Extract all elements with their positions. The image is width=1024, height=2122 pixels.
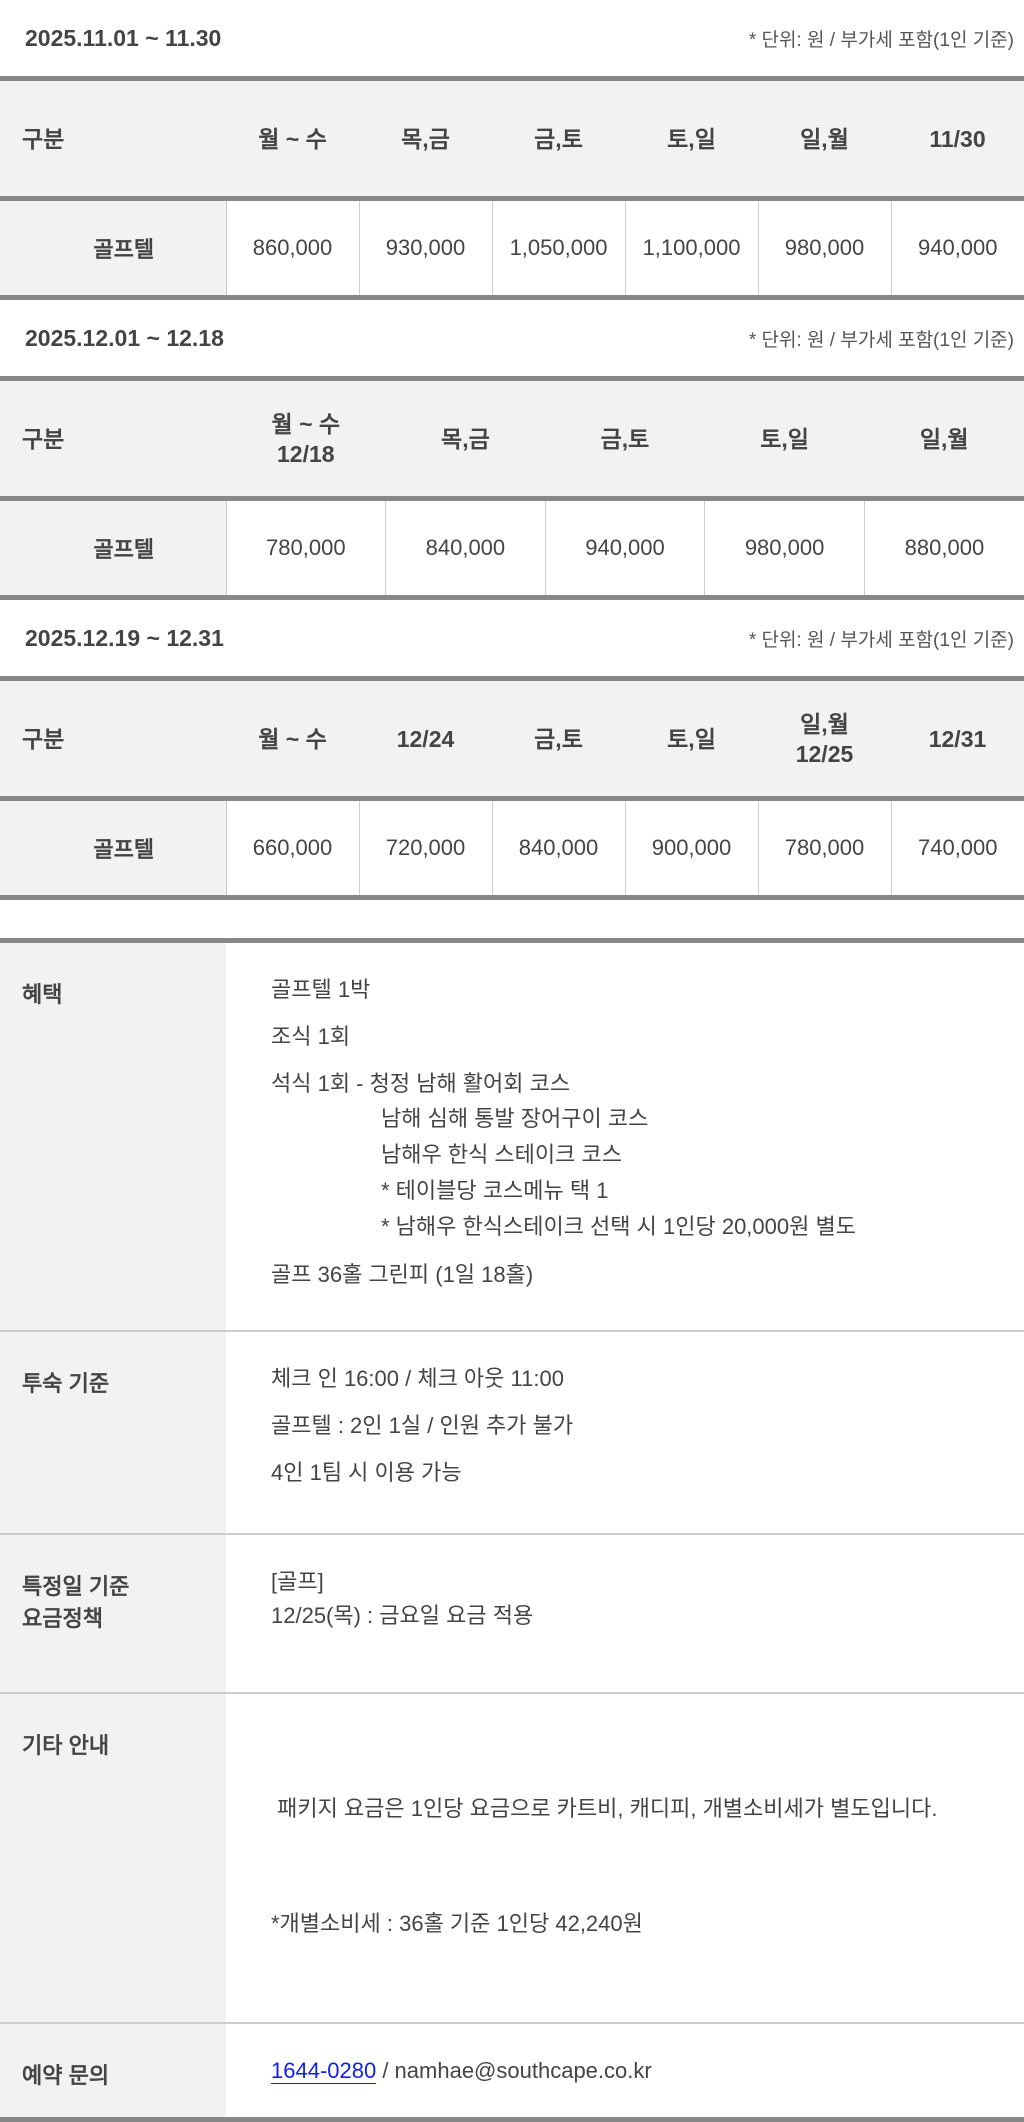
price-cell: 740,000 xyxy=(890,796,1024,898)
table-row: 골프텔 660,000 720,000 840,000 900,000 780,000 74… xyxy=(0,796,1024,898)
column-header: 12/24 xyxy=(359,678,492,799)
column-header: 토,일 xyxy=(704,378,865,499)
price-cell: 780,000 xyxy=(757,796,891,898)
benefit-subline: 남해 심해 통발 장어구이 코스 xyxy=(381,1106,649,1131)
price-table: 구분 월 ~ 수 12/24 금,토 토,일 일,월 12/25 12/31 골프텔 660,0… xyxy=(0,676,1024,900)
header-row: 구분 월 ~ 수 목,금 금,토 토,일 일,월 11/30 xyxy=(0,78,1024,199)
column-header: 일,월 xyxy=(758,78,891,199)
column-header: 구분 xyxy=(0,378,226,499)
special-line: [골프] xyxy=(271,1569,324,1594)
column-header: 일,월 12/25 xyxy=(758,678,891,799)
stay-label: 투숙 기준 xyxy=(0,1331,226,1535)
column-header: 구분 xyxy=(0,78,226,199)
price-table: 구분 월 ~ 수 12/18 목,금 금,토 토,일 일,월 골프텔 780,000 840,0… xyxy=(0,376,1024,600)
stay-row: 투숙 기준 체크 인 16:00 / 체크 아웃 11:00 골프텔 : 2인 … xyxy=(0,1331,1024,1535)
column-header: 금,토 xyxy=(492,78,625,199)
column-header: 금,토 xyxy=(545,378,705,499)
price-cell: 980,000 xyxy=(757,196,891,298)
section-header: 2025.12.19 ~ 12.31 * 단위: 원 / 부가세 포함(1인 기준… xyxy=(0,600,1024,676)
unit-note: * 단위: 원 / 부가세 포함(1인 기준) xyxy=(748,629,1014,651)
column-header: 금,토 xyxy=(492,678,625,799)
stay-line: 4인 1팀 시 이용 가능 xyxy=(271,1460,462,1485)
column-header: 월 ~ 수 xyxy=(226,78,359,199)
row-label: 골프텔 xyxy=(0,496,226,598)
etc-line: *개별소비세 : 36홀 기준 1인당 42,240원 xyxy=(271,1911,643,1936)
column-header: 토,일 xyxy=(625,678,758,799)
row-label: 골프텔 xyxy=(0,796,226,898)
table-row: 골프텔 780,000 840,000 940,000 980,000 880,000 xyxy=(0,496,1024,598)
price-cell: 900,000 xyxy=(624,796,758,898)
period-title: 2025.12.01 ~ 12.18 xyxy=(25,324,224,351)
price-cell: 660,000 xyxy=(225,796,359,898)
unit-note: * 단위: 원 / 부가세 포함(1인 기준) xyxy=(748,29,1014,51)
benefits-row: 혜택 골프텔 1박 조식 1회 석식 1회 - 청정 남해 활어회 코스 남해 … xyxy=(0,940,1024,1332)
column-header: 12/31 xyxy=(891,678,1024,799)
etc-line: 패키지 요금은 1인당 요금으로 카트비, 캐디피, 개별소비세가 별도입니다. xyxy=(271,1796,938,1821)
special-label: 요금정책 xyxy=(22,1606,103,1631)
benefits-label: 혜택 xyxy=(0,940,226,1332)
table-row: 골프텔 860,000 930,000 1,050,000 1,100,000 980,0… xyxy=(0,196,1024,298)
benefit-line: 골프 36홀 그린피 (1일 18홀) xyxy=(271,1262,534,1287)
column-header: 11/30 xyxy=(891,78,1024,199)
header-row: 구분 월 ~ 수 12/24 금,토 토,일 일,월 12/25 12/31 xyxy=(0,678,1024,799)
period-title: 2025.12.19 ~ 12.31 xyxy=(25,624,224,651)
unit-note: * 단위: 원 / 부가세 포함(1인 기준) xyxy=(748,329,1014,351)
column-header: 구분 xyxy=(0,678,226,799)
column-header: 목,금 xyxy=(359,78,492,199)
price-cell: 840,000 xyxy=(385,496,546,598)
contact-row: 예약 문의 1644-0280 / namhae@southcape.co.kr xyxy=(0,2023,1024,2119)
benefit-line: 조식 1회 xyxy=(271,1024,351,1049)
benefit-subline: * 테이블당 코스메뉴 택 1 xyxy=(381,1178,609,1203)
price-cell: 1,100,000 xyxy=(624,196,758,298)
column-header: 토,일 xyxy=(625,78,758,199)
special-label: 특정일 기준 xyxy=(22,1574,130,1599)
column-header: 목,금 xyxy=(385,378,546,499)
column-header: 일,월 xyxy=(864,378,1024,499)
benefit-line: 골프텔 1박 xyxy=(271,977,371,1002)
etc-label: 기타 안내 xyxy=(0,1693,226,2024)
contact-label: 예약 문의 xyxy=(0,2023,226,2119)
price-cell: 720,000 xyxy=(358,796,492,898)
stay-line: 체크 인 16:00 / 체크 아웃 11:00 xyxy=(271,1366,564,1391)
price-cell: 940,000 xyxy=(890,196,1024,298)
benefit-subline: 남해우 한식 스테이크 코스 xyxy=(381,1142,622,1167)
benefit-subline: * 남해우 한식스테이크 선택 시 1인당 20,000원 별도 xyxy=(381,1214,856,1239)
section-header: 2025.12.01 ~ 12.18 * 단위: 원 / 부가세 포함(1인 기준… xyxy=(0,300,1024,376)
column-header: 월 ~ 수 xyxy=(226,678,359,799)
price-cell: 860,000 xyxy=(225,196,359,298)
etc-row: 기타 안내 패키지 요금은 1인당 요금으로 카트비, 캐디피, 개별소비세가 … xyxy=(0,1693,1024,2024)
price-cell: 1,050,000 xyxy=(491,196,625,298)
price-cell: 980,000 xyxy=(704,496,865,598)
column-header: 월 ~ 수 12/18 xyxy=(226,378,386,499)
price-cell: 780,000 xyxy=(225,496,386,598)
period-title: 2025.11.01 ~ 11.30 xyxy=(25,24,222,51)
stay-line: 골프텔 : 2인 1실 / 인원 추가 불가 xyxy=(271,1413,574,1438)
header-row: 구분 월 ~ 수 12/18 목,금 금,토 토,일 일,월 xyxy=(0,378,1024,499)
benefit-line: 석식 1회 - 청정 남해 활어회 코스 xyxy=(271,1071,571,1096)
price-table: 구분 월 ~ 수 목,금 금,토 토,일 일,월 11/30 골프텔 860,000 930,00… xyxy=(0,76,1024,300)
row-label: 골프텔 xyxy=(0,196,226,298)
section-header: 2025.11.01 ~ 11.30 * 단위: 원 / 부가세 포함(1인 기준… xyxy=(0,0,1024,76)
info-table: 혜택 골프텔 1박 조식 1회 석식 1회 - 청정 남해 활어회 코스 남해 … xyxy=(0,938,1024,2122)
price-cell: 940,000 xyxy=(544,496,705,598)
phone-link[interactable]: 1644-0280 xyxy=(271,2058,377,2084)
price-cell: 930,000 xyxy=(358,196,492,298)
price-cell: 880,000 xyxy=(863,496,1024,598)
price-cell: 840,000 xyxy=(491,796,625,898)
special-line: 12/25(목) : 금요일 요금 적용 xyxy=(271,1603,534,1628)
contact-email: / namhae@southcape.co.kr xyxy=(376,2058,652,2083)
price-tables: 2025.11.01 ~ 11.30 * 단위: 원 / 부가세 포함(1인 기준… xyxy=(0,0,1024,900)
